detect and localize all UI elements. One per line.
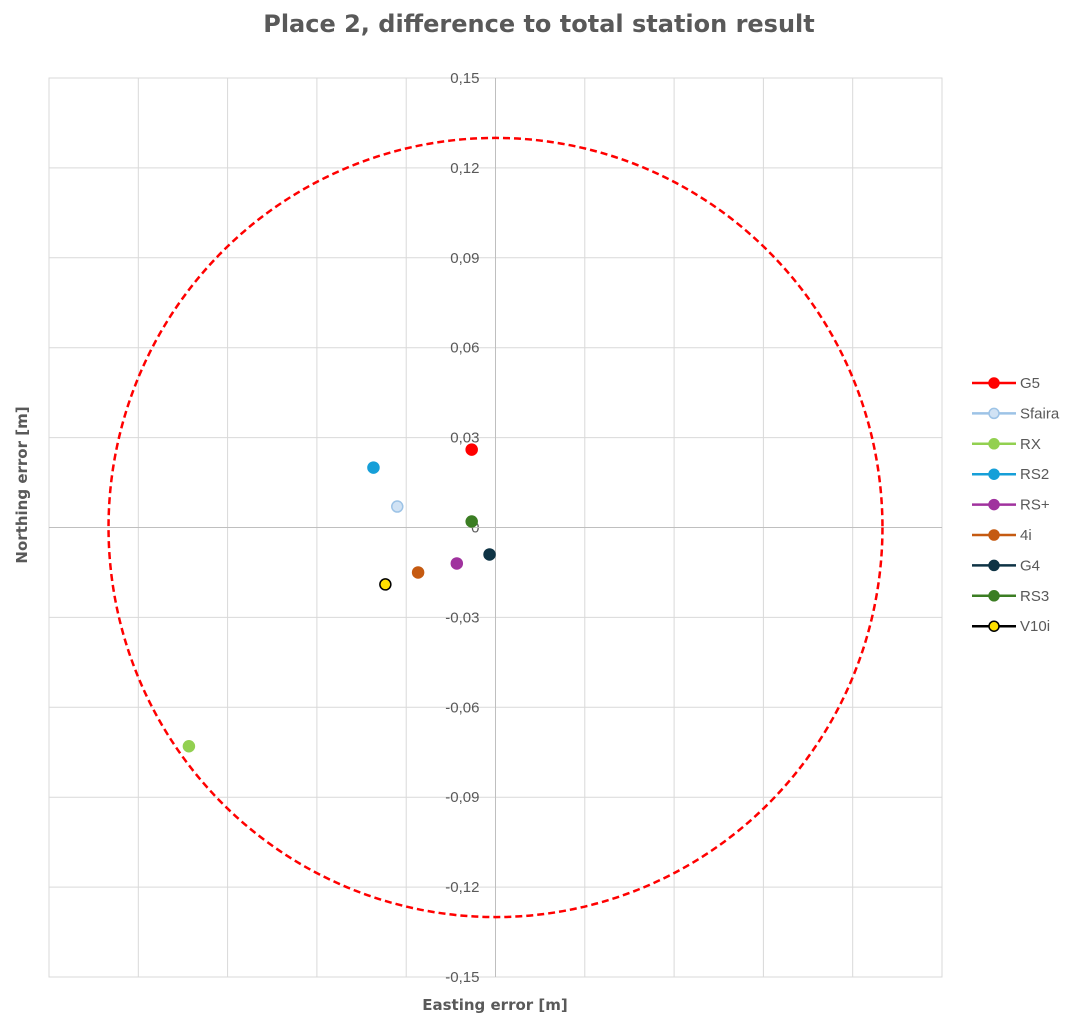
y-tick-label: 0,09 xyxy=(450,250,479,267)
legend-label: Sfaira xyxy=(1020,405,1060,422)
legend-label: RS2 xyxy=(1020,466,1049,483)
y-tick-label: -0,06 xyxy=(445,699,479,716)
y-tick-label: 0,15 xyxy=(450,70,479,87)
legend-label: RS3 xyxy=(1020,588,1049,605)
legend-label: G4 xyxy=(1020,557,1040,574)
legend-label: RS+ xyxy=(1020,497,1050,514)
legend-label: G5 xyxy=(1020,375,1040,392)
x-axis-label: Easting error [m] xyxy=(422,996,568,1014)
legend-marker xyxy=(988,407,1000,420)
point-sfaira xyxy=(391,500,404,513)
y-tick-label: -0,15 xyxy=(445,969,479,986)
point-v10i xyxy=(379,578,392,591)
y-tick-label: -0,12 xyxy=(445,879,479,896)
point-rs2 xyxy=(367,461,380,474)
y-tick-label: -0,03 xyxy=(445,609,479,626)
legend-marker xyxy=(988,498,1000,511)
legend-marker xyxy=(988,620,1000,632)
legend-label: V10i xyxy=(1020,618,1050,635)
y-tick-label: 0,06 xyxy=(450,340,479,357)
legend-marker xyxy=(988,590,1000,602)
legend-marker xyxy=(988,468,1000,480)
legend-marker xyxy=(988,438,1000,450)
y-tick-label: 0,12 xyxy=(450,160,479,177)
point-g5 xyxy=(465,443,478,456)
y-axis-label: Northing error [m] xyxy=(13,406,31,564)
point-rx xyxy=(182,740,196,753)
legend-marker xyxy=(988,529,1000,541)
y-tick-label: 0,03 xyxy=(450,430,479,447)
legend-marker xyxy=(988,559,1000,572)
tolerance-circle xyxy=(107,136,884,919)
legend-label: 4i xyxy=(1020,527,1032,544)
point-rs3 xyxy=(465,515,478,528)
legend-label: RX xyxy=(1020,436,1041,453)
point-g4 xyxy=(483,548,496,561)
chart-title: Place 2, difference to total station res… xyxy=(263,10,815,38)
point-rs- xyxy=(450,557,464,570)
legend-marker xyxy=(988,377,1000,389)
y-tick-label: -0,09 xyxy=(445,789,479,806)
point-4i xyxy=(411,566,425,579)
